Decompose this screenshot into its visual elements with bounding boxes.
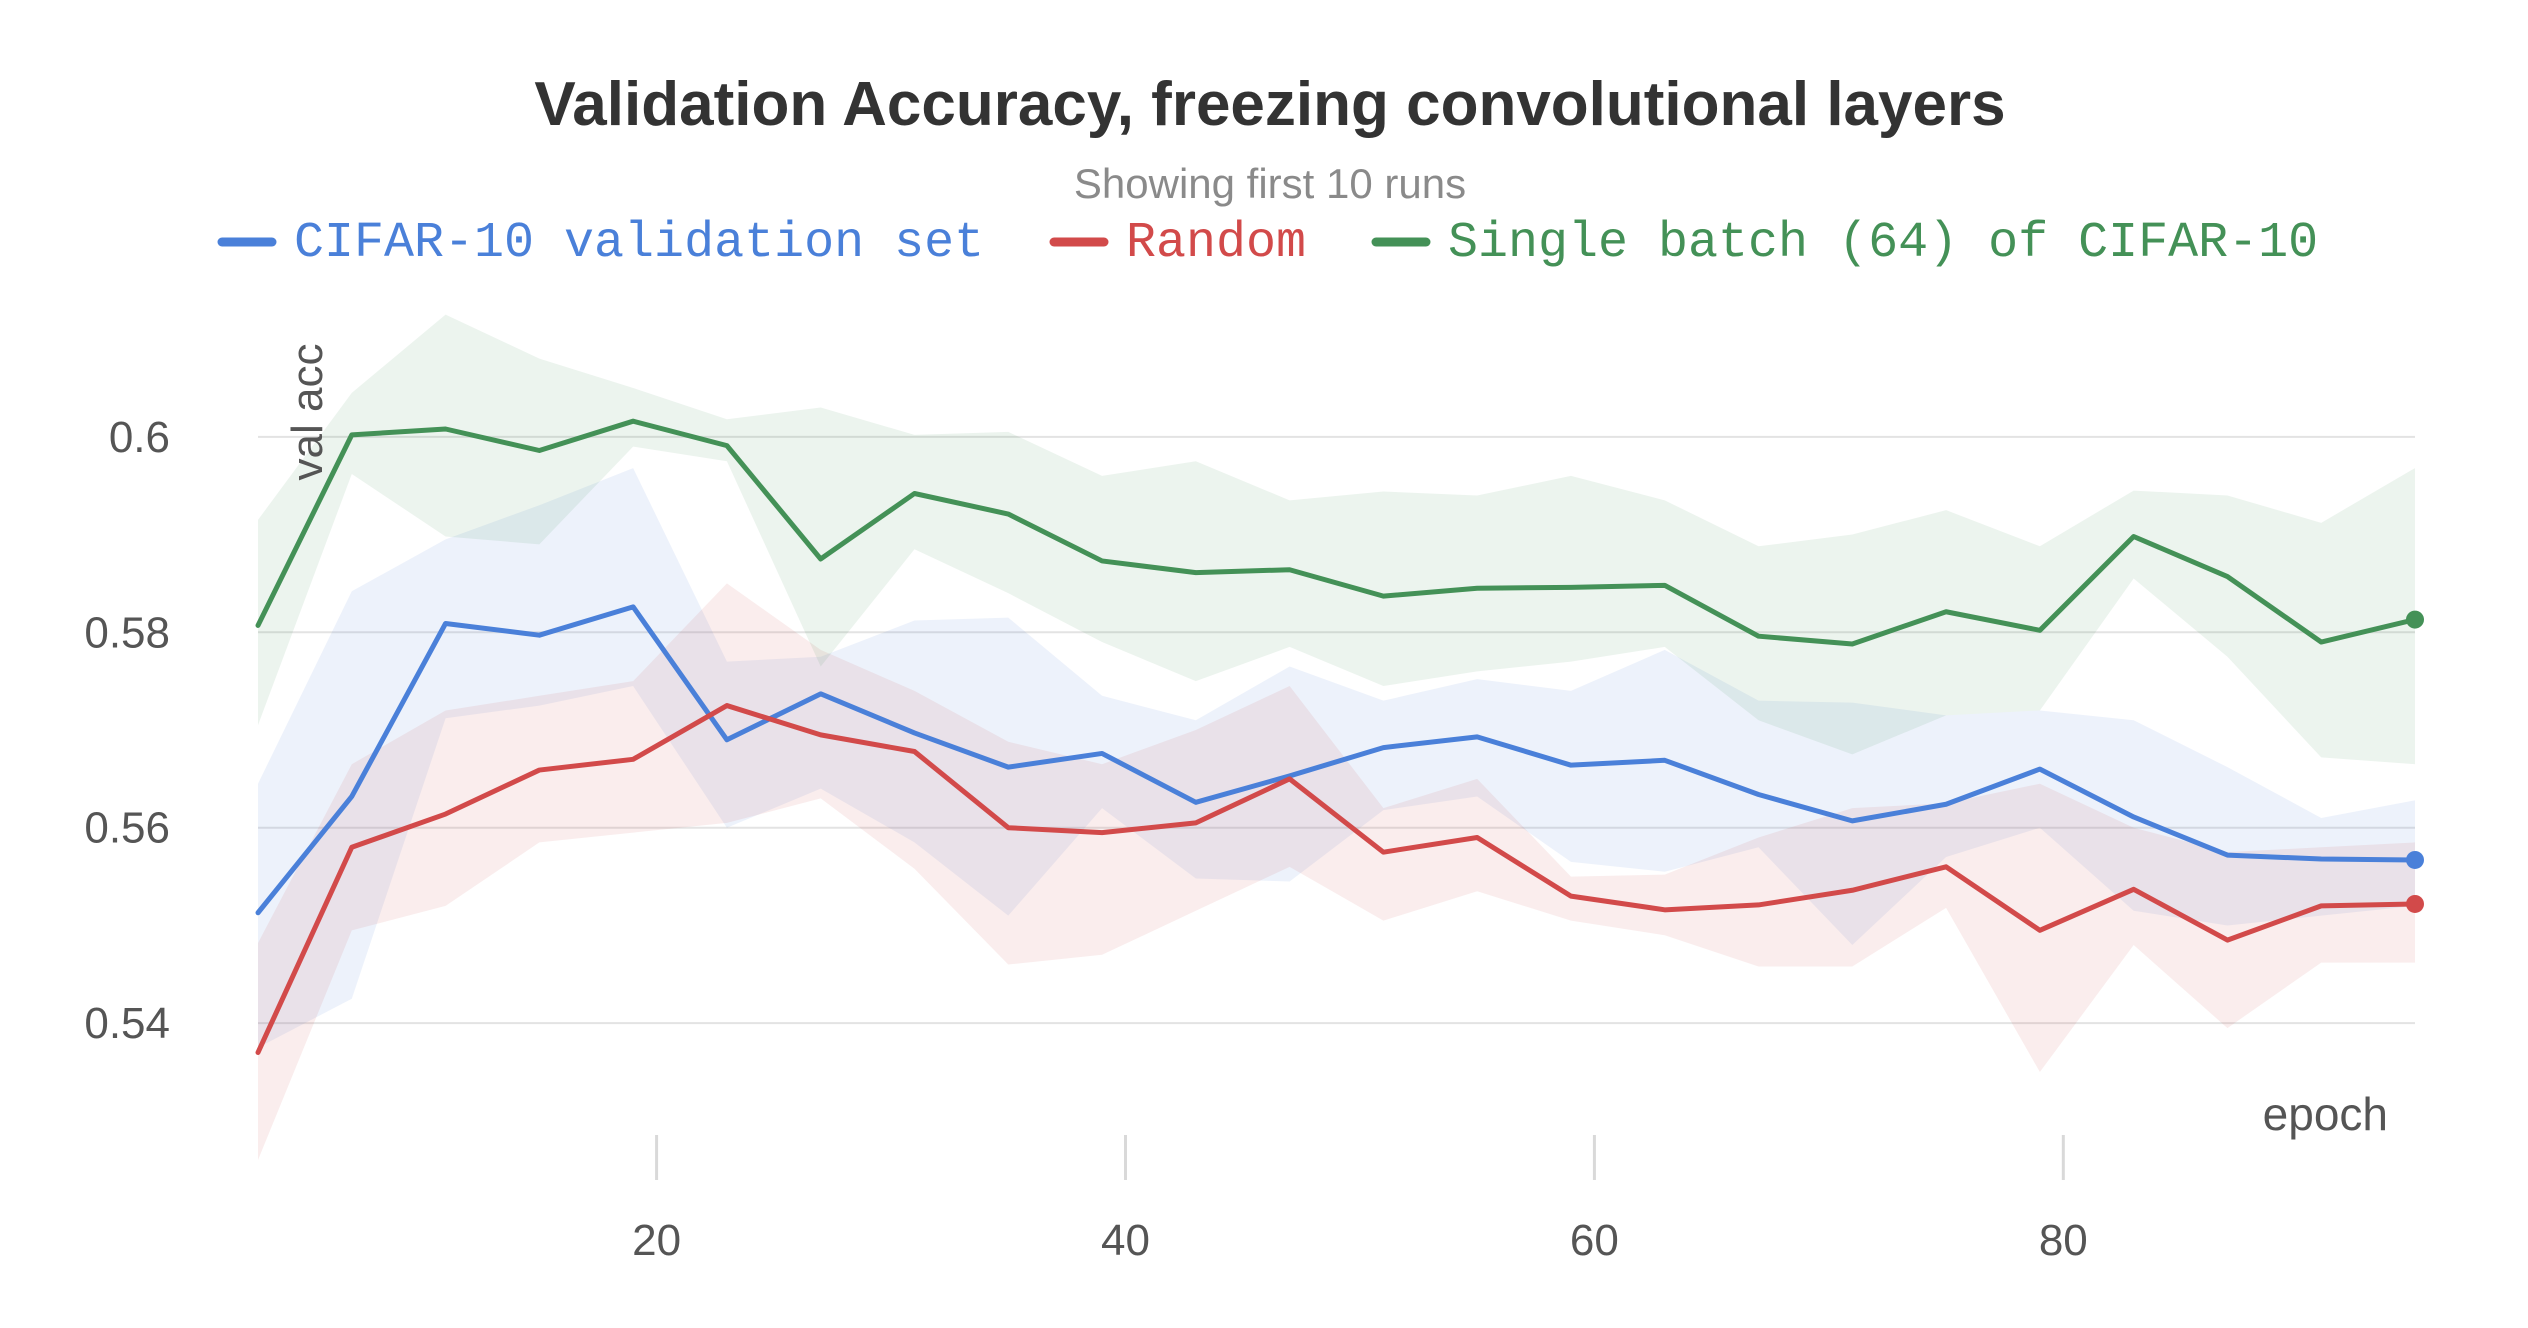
legend-label: Random bbox=[1126, 215, 1306, 272]
x-axis-label: epoch bbox=[2263, 1088, 2388, 1140]
x-tick-label: 60 bbox=[1570, 1216, 1619, 1265]
legend-label: Single batch (64) of CIFAR-10 bbox=[1448, 215, 2318, 272]
y-tick-labels: 0.54 0.56 0.58 0.6 bbox=[84, 413, 170, 1048]
y-tick-label: 0.58 bbox=[84, 608, 170, 657]
x-tick-label: 20 bbox=[632, 1216, 681, 1265]
chart-title: Validation Accuracy, freezing convolutio… bbox=[534, 70, 2005, 139]
y-tick-label: 0.6 bbox=[109, 413, 170, 462]
end-point-series-0 bbox=[2406, 850, 2424, 869]
y-tick-label: 0.54 bbox=[84, 999, 170, 1048]
line-series-0 bbox=[255, 604, 2418, 916]
x-ticks: 20 40 60 80 bbox=[632, 1135, 2088, 1265]
series-lines bbox=[255, 418, 2424, 1055]
legend-item: CIFAR-10 validation set bbox=[217, 215, 984, 272]
y-axis-label: val acc bbox=[283, 344, 332, 481]
legend-label: CIFAR-10 validation set bbox=[294, 215, 984, 272]
chart-subtitle: Showing first 10 runs bbox=[1074, 160, 1466, 207]
band-series-2 bbox=[258, 314, 2415, 765]
end-point-series-1 bbox=[2406, 894, 2424, 913]
band-series-0 bbox=[258, 468, 2415, 1048]
end-point-series-2 bbox=[2406, 610, 2424, 629]
y-tick-label: 0.56 bbox=[84, 804, 170, 853]
x-tick-label: 80 bbox=[2039, 1216, 2088, 1265]
confidence-bands bbox=[258, 314, 2415, 1160]
line-series-1 bbox=[255, 703, 2418, 1055]
line-series-2 bbox=[255, 418, 2418, 647]
x-tick-label: 40 bbox=[1101, 1216, 1150, 1265]
legend-item: Single batch (64) of CIFAR-10 bbox=[1371, 215, 2318, 272]
legend: CIFAR-10 validation set Random Single batc… bbox=[217, 215, 2318, 272]
legend-item: Random bbox=[1049, 215, 1306, 272]
y-gridlines bbox=[258, 435, 2415, 1025]
